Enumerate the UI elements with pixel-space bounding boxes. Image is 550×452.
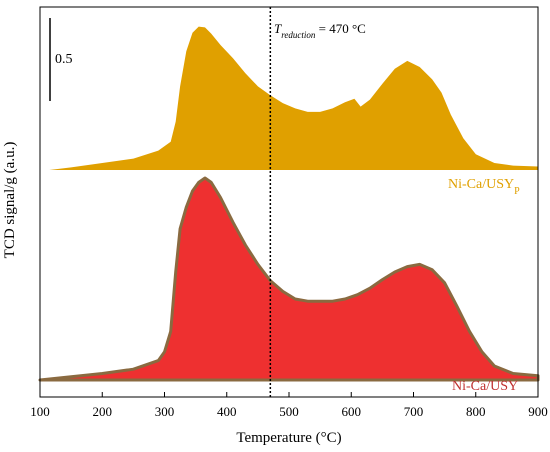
reduction-label: Treduction = 470 °C: [274, 21, 366, 40]
x-tick-label-700: 700: [404, 404, 424, 419]
x-tick-label-600: 600: [342, 404, 362, 419]
x-tick-label-400: 400: [217, 404, 237, 419]
x-tick-label-300: 300: [155, 404, 175, 419]
series-area-0: [49, 26, 539, 170]
series-area-1: [38, 176, 540, 382]
x-axis: 100 200 300 400 500 600 700 800 900: [30, 392, 548, 419]
series-label-ni-ca-usy: Ni-Ca/USY: [452, 379, 518, 394]
x-tick-label-100: 100: [30, 404, 50, 419]
y-axis-title: TCD signal/g (a.u.): [2, 142, 18, 259]
x-tick-label-900: 900: [528, 404, 548, 419]
series-label-ni-ca-usy-p: Ni-Ca/USYP: [448, 177, 520, 197]
x-tick-label-800: 800: [466, 404, 486, 419]
plot-area: [38, 7, 540, 397]
x-tick-label-200: 200: [93, 404, 113, 419]
x-tick-label-500: 500: [279, 404, 299, 419]
x-axis-title: Temperature (°C): [236, 430, 341, 446]
scale-bar-label: 0.5: [55, 52, 73, 67]
